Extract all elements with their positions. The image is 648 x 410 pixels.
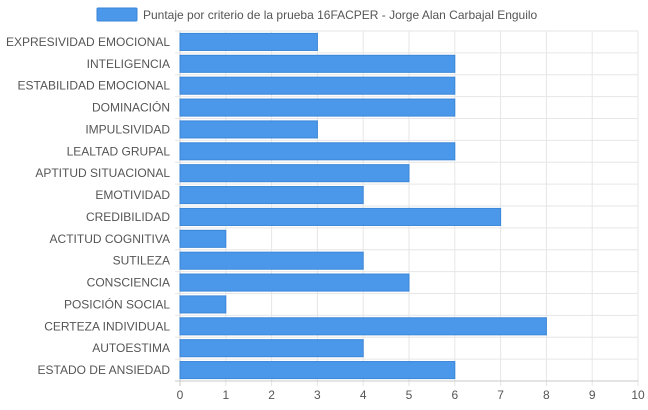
- category-label: AUTOESTIMA: [92, 341, 170, 355]
- category-label: POSICIÓN SOCIAL: [64, 296, 170, 311]
- bar[interactable]: [179, 120, 318, 139]
- bar[interactable]: [179, 229, 227, 248]
- x-tick-label: 4: [360, 388, 367, 402]
- bar[interactable]: [179, 295, 227, 314]
- x-tick-label: 3: [314, 388, 321, 402]
- category-label: DOMINACIÓN: [92, 100, 170, 115]
- bar[interactable]: [179, 207, 502, 226]
- x-tick-label: 6: [451, 388, 458, 402]
- bar[interactable]: [179, 339, 364, 358]
- legend-swatch: [96, 7, 138, 22]
- x-tick-label: 5: [406, 388, 413, 402]
- category-label: CONSCIENCIA: [87, 276, 170, 290]
- bar[interactable]: [179, 273, 410, 292]
- x-tick-label: 1: [222, 388, 229, 402]
- category-label: EMOTIVIDAD: [95, 188, 170, 202]
- category-label: INTELIGENCIA: [87, 57, 170, 71]
- bar[interactable]: [179, 164, 410, 183]
- x-tick-label: 7: [497, 388, 504, 402]
- x-tick-label: 2: [268, 388, 275, 402]
- chart-legend[interactable]: Puntaje por criterio de la prueba 16FACP…: [96, 7, 538, 22]
- bar[interactable]: [179, 251, 364, 270]
- category-label: LEALTAD GRUPAL: [67, 144, 171, 158]
- bars-group: [179, 32, 547, 380]
- category-label: ACTITUD COGNITIVA: [50, 232, 170, 246]
- category-label: IMPULSIVIDAD: [85, 122, 170, 136]
- bar[interactable]: [179, 317, 547, 336]
- x-axis-tick-labels: 0 1 2 3 4 5 6 7 8 9 10: [177, 388, 645, 402]
- category-labels: EXPRESIVIDAD EMOCIONAL INTELIGENCIA ESTABI…: [6, 35, 170, 377]
- category-label: EXPRESIVIDAD EMOCIONAL: [6, 35, 170, 49]
- category-label: ESTADO DE ANSIEDAD: [38, 363, 171, 377]
- category-label: ESTABILIDAD EMOCIONAL: [18, 79, 171, 93]
- bar[interactable]: [179, 76, 456, 95]
- x-tick-label: 8: [543, 388, 550, 402]
- bar[interactable]: [179, 54, 456, 73]
- bar[interactable]: [179, 142, 456, 161]
- bar[interactable]: [179, 32, 318, 51]
- x-tick-label: 9: [589, 388, 596, 402]
- legend-label: Puntaje por criterio de la prueba 16FACP…: [143, 8, 538, 22]
- category-label: APTITUD SITUACIONAL: [35, 166, 170, 180]
- category-label: CREDIBILIDAD: [86, 210, 170, 224]
- category-label: SUTILEZA: [113, 254, 170, 268]
- bar[interactable]: [179, 186, 364, 205]
- x-tick-label: 10: [631, 388, 645, 402]
- x-tick-label: 0: [177, 388, 184, 402]
- category-label: CERTEZA INDIVIDUAL: [44, 319, 170, 333]
- bar[interactable]: [179, 98, 456, 117]
- bar[interactable]: [179, 361, 456, 380]
